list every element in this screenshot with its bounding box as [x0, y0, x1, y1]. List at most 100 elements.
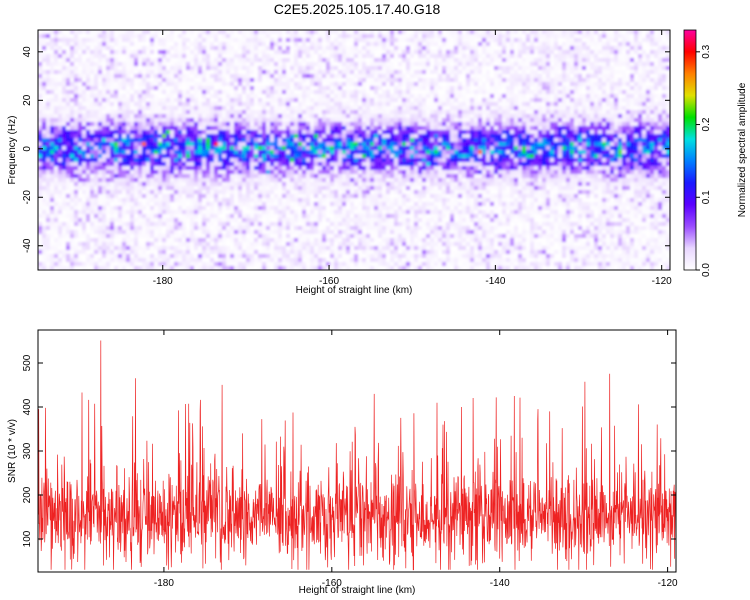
heatmap-cell — [206, 82, 211, 87]
heatmap-cell — [246, 38, 251, 43]
heatmap-cell — [166, 142, 171, 147]
heatmap-cell — [534, 66, 539, 71]
heatmap-cell — [346, 54, 351, 59]
heatmap-cell — [490, 38, 495, 43]
heatmap-cell — [190, 62, 195, 67]
heatmap-cell — [274, 34, 279, 39]
heatmap-cell — [106, 94, 111, 99]
heatmap-cell — [298, 122, 303, 127]
heatmap-cell — [102, 126, 107, 131]
heatmap-cell — [366, 62, 371, 67]
heatmap-cell — [446, 50, 451, 55]
heatmap-cell — [610, 58, 615, 63]
heatmap-cell — [418, 118, 423, 123]
heatmap-cell — [374, 42, 379, 47]
heatmap-cell — [50, 58, 55, 63]
heatmap-cell — [634, 110, 639, 115]
heatmap-cell — [642, 30, 647, 35]
heatmap-cell — [170, 90, 175, 95]
heatmap-cell — [558, 98, 563, 103]
heatmap-cell — [206, 66, 211, 71]
heatmap-cell — [430, 122, 435, 127]
heatmap-cell — [422, 146, 427, 151]
heatmap-cell — [550, 146, 555, 151]
heatmap-cell — [426, 38, 431, 43]
heatmap-cell — [662, 46, 667, 51]
heatmap-cell — [158, 102, 163, 107]
heatmap-cell — [142, 146, 147, 151]
heatmap-cell — [78, 146, 83, 151]
heatmap-cell — [414, 150, 419, 155]
heatmap-cell — [562, 34, 567, 39]
heatmap-cell — [574, 70, 579, 75]
heatmap-cell — [186, 50, 191, 55]
heatmap-cell — [346, 154, 351, 159]
heatmap-cell — [558, 118, 563, 123]
heatmap-cell — [386, 34, 391, 39]
heatmap-cell — [462, 78, 467, 83]
heatmap-cell — [446, 90, 451, 95]
heatmap-cell — [170, 126, 175, 131]
heatmap-cell — [198, 114, 203, 119]
heatmap-cell — [574, 86, 579, 91]
heatmap-cell — [482, 146, 487, 151]
heatmap-cell — [274, 126, 279, 131]
heatmap-cell — [442, 126, 447, 131]
heatmap-cell — [290, 102, 295, 107]
heatmap-cell — [438, 146, 443, 151]
heatmap-cell — [106, 122, 111, 127]
heatmap-cell — [90, 142, 95, 147]
heatmap-cell — [210, 122, 215, 127]
heatmap-cell — [86, 134, 91, 139]
heatmap-cell — [158, 54, 163, 59]
heatmap-cell — [410, 78, 415, 83]
heatmap-cell — [54, 146, 59, 151]
heatmap-cell — [142, 142, 147, 147]
heatmap-cell — [166, 82, 171, 87]
heatmap-cell — [198, 82, 203, 87]
heatmap-cell — [358, 74, 363, 79]
heatmap-cell — [218, 118, 223, 123]
heatmap-cell — [134, 154, 139, 159]
heatmap-cell — [446, 102, 451, 107]
heatmap-cell — [430, 90, 435, 95]
heatmap-cell — [506, 130, 511, 135]
heatmap-cell — [486, 86, 491, 91]
heatmap-cell — [186, 86, 191, 91]
heatmap-cell — [198, 102, 203, 107]
heatmap-cell — [134, 54, 139, 59]
heatmap-cell — [146, 38, 151, 43]
heatmap-cell — [142, 134, 147, 139]
heatmap-cell — [562, 98, 567, 103]
heatmap-cell — [478, 150, 483, 155]
heatmap-cell — [390, 86, 395, 91]
heatmap-cell — [226, 38, 231, 43]
heatmap-cell — [554, 54, 559, 59]
heatmap-cell — [186, 134, 191, 139]
heatmap-cell — [650, 42, 655, 47]
heatmap-cell — [450, 62, 455, 67]
heatmap-cell — [306, 70, 311, 75]
heatmap-cell — [42, 78, 47, 83]
heatmap-cell — [302, 58, 307, 63]
heatmap-cell — [102, 30, 107, 35]
heatmap-cell — [546, 66, 551, 71]
heatmap-cell — [222, 118, 227, 123]
heatmap-cell — [470, 82, 475, 87]
heatmap-cell — [222, 86, 227, 91]
heatmap-cell — [654, 134, 659, 139]
heatmap-cell — [206, 34, 211, 39]
heatmap-cell — [526, 30, 531, 35]
heatmap-cell — [166, 114, 171, 119]
heatmap-cell — [506, 34, 511, 39]
heatmap-cell — [646, 46, 651, 51]
heatmap-cell — [622, 86, 627, 91]
heatmap-cell — [574, 66, 579, 71]
heatmap-cell — [466, 62, 471, 67]
heatmap-cell — [122, 134, 127, 139]
heatmap-cell — [150, 138, 155, 143]
heatmap-cell — [310, 82, 315, 87]
heatmap-cell — [422, 102, 427, 107]
heatmap-cell — [526, 58, 531, 63]
heatmap-cell — [278, 130, 283, 135]
